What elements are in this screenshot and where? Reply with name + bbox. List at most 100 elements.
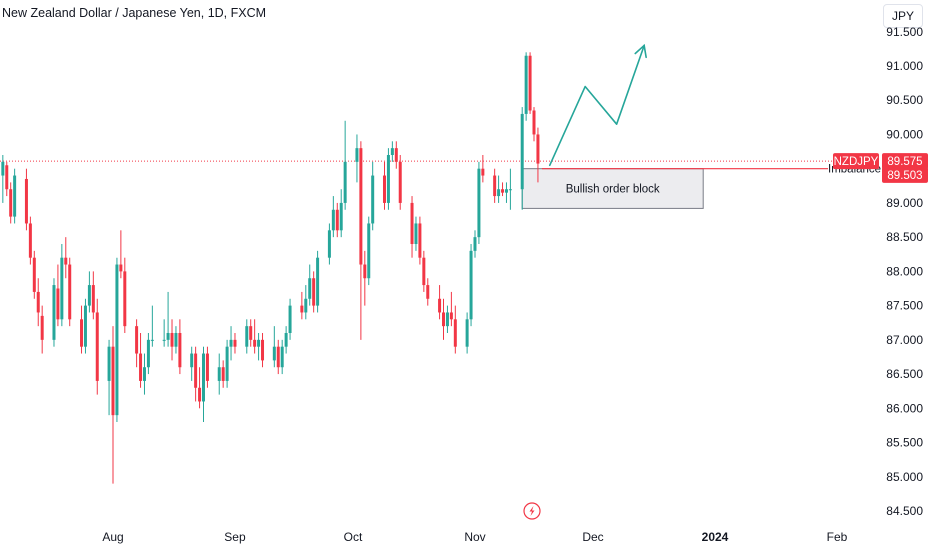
candle[interactable]: [245, 319, 249, 354]
candle[interactable]: [91, 271, 95, 320]
candle[interactable]: [528, 52, 532, 114]
candle[interactable]: [426, 278, 430, 306]
candle[interactable]: [229, 326, 233, 361]
candle[interactable]: [119, 230, 123, 279]
candle[interactable]: [520, 107, 524, 210]
candle[interactable]: [13, 168, 17, 224]
candle[interactable]: [83, 298, 87, 354]
candle[interactable]: [284, 326, 288, 354]
candle[interactable]: [115, 257, 119, 422]
candle[interactable]: [201, 346, 205, 422]
candle[interactable]: [327, 223, 331, 265]
candle[interactable]: [355, 134, 359, 183]
candle[interactable]: [142, 353, 146, 395]
candle[interactable]: [335, 202, 339, 238]
candle[interactable]: [504, 182, 508, 203]
candle[interactable]: [95, 298, 99, 395]
candle[interactable]: [386, 148, 390, 210]
candle[interactable]: [410, 196, 414, 258]
candle[interactable]: [422, 250, 426, 292]
candle[interactable]: [493, 168, 497, 203]
candle[interactable]: [178, 319, 182, 375]
candle[interactable]: [52, 278, 56, 347]
candle[interactable]: [261, 333, 265, 368]
candle[interactable]: [162, 319, 166, 347]
candle[interactable]: [56, 264, 60, 327]
candle[interactable]: [249, 319, 253, 347]
candle[interactable]: [28, 216, 32, 265]
candle[interactable]: [438, 285, 442, 320]
candle[interactable]: [174, 326, 178, 354]
candle[interactable]: [501, 182, 505, 197]
candle[interactable]: [280, 339, 284, 375]
currency-button[interactable]: JPY: [883, 4, 923, 28]
candle[interactable]: [343, 120, 347, 210]
candle[interactable]: [257, 333, 261, 361]
candle[interactable]: [32, 250, 36, 299]
candle[interactable]: [481, 155, 485, 183]
candle[interactable]: [442, 298, 446, 340]
candle[interactable]: [371, 161, 375, 231]
candle[interactable]: [316, 250, 320, 313]
candle[interactable]: [166, 291, 170, 347]
candle[interactable]: [312, 271, 316, 313]
candle[interactable]: [418, 216, 422, 265]
candle[interactable]: [445, 305, 449, 333]
candle[interactable]: [382, 161, 386, 210]
candle[interactable]: [394, 141, 398, 169]
candle[interactable]: [146, 333, 150, 375]
candle[interactable]: [453, 305, 457, 354]
candle[interactable]: [469, 244, 473, 327]
candle[interactable]: [532, 107, 536, 142]
candle[interactable]: [217, 353, 221, 395]
candle[interactable]: [398, 155, 402, 210]
projection-arrow[interactable]: [548, 44, 645, 167]
candle[interactable]: [508, 168, 512, 210]
candle[interactable]: [304, 285, 308, 320]
candle[interactable]: [221, 360, 225, 388]
candle[interactable]: [359, 141, 363, 340]
candle[interactable]: [477, 161, 481, 244]
candle[interactable]: [536, 127, 540, 183]
candle[interactable]: [367, 216, 371, 286]
candle[interactable]: [205, 346, 209, 388]
candle[interactable]: [24, 168, 28, 231]
lightning-icon[interactable]: [523, 502, 541, 520]
candle[interactable]: [36, 278, 40, 327]
candle[interactable]: [524, 52, 528, 121]
candle[interactable]: [139, 333, 143, 388]
candle[interactable]: [198, 367, 202, 409]
candle[interactable]: [276, 339, 280, 375]
candle[interactable]: [300, 291, 304, 320]
candle[interactable]: [5, 161, 9, 197]
candle[interactable]: [308, 264, 312, 306]
candle[interactable]: [253, 319, 257, 354]
candle[interactable]: [390, 141, 394, 162]
candle[interactable]: [190, 346, 194, 381]
candle[interactable]: [331, 196, 335, 238]
candle[interactable]: [449, 291, 453, 327]
candle[interactable]: [87, 271, 91, 313]
candle[interactable]: [414, 216, 418, 251]
candle[interactable]: [233, 333, 237, 354]
candle[interactable]: [497, 175, 501, 203]
candle[interactable]: [111, 326, 115, 484]
candle[interactable]: [107, 339, 111, 416]
candle[interactable]: [64, 237, 68, 279]
candle[interactable]: [1, 155, 5, 203]
candle[interactable]: [272, 326, 276, 368]
candle[interactable]: [9, 182, 13, 224]
candle[interactable]: [288, 298, 292, 340]
candle[interactable]: [60, 244, 64, 327]
candle[interactable]: [68, 257, 72, 327]
candle[interactable]: [225, 339, 229, 388]
candle[interactable]: [194, 346, 198, 402]
candle[interactable]: [80, 305, 84, 354]
candle[interactable]: [135, 319, 139, 368]
candle[interactable]: [40, 305, 44, 354]
bullish-order-block[interactable]: [521, 168, 704, 209]
candle[interactable]: [465, 312, 469, 354]
candle[interactable]: [150, 305, 154, 347]
candle[interactable]: [170, 319, 174, 361]
